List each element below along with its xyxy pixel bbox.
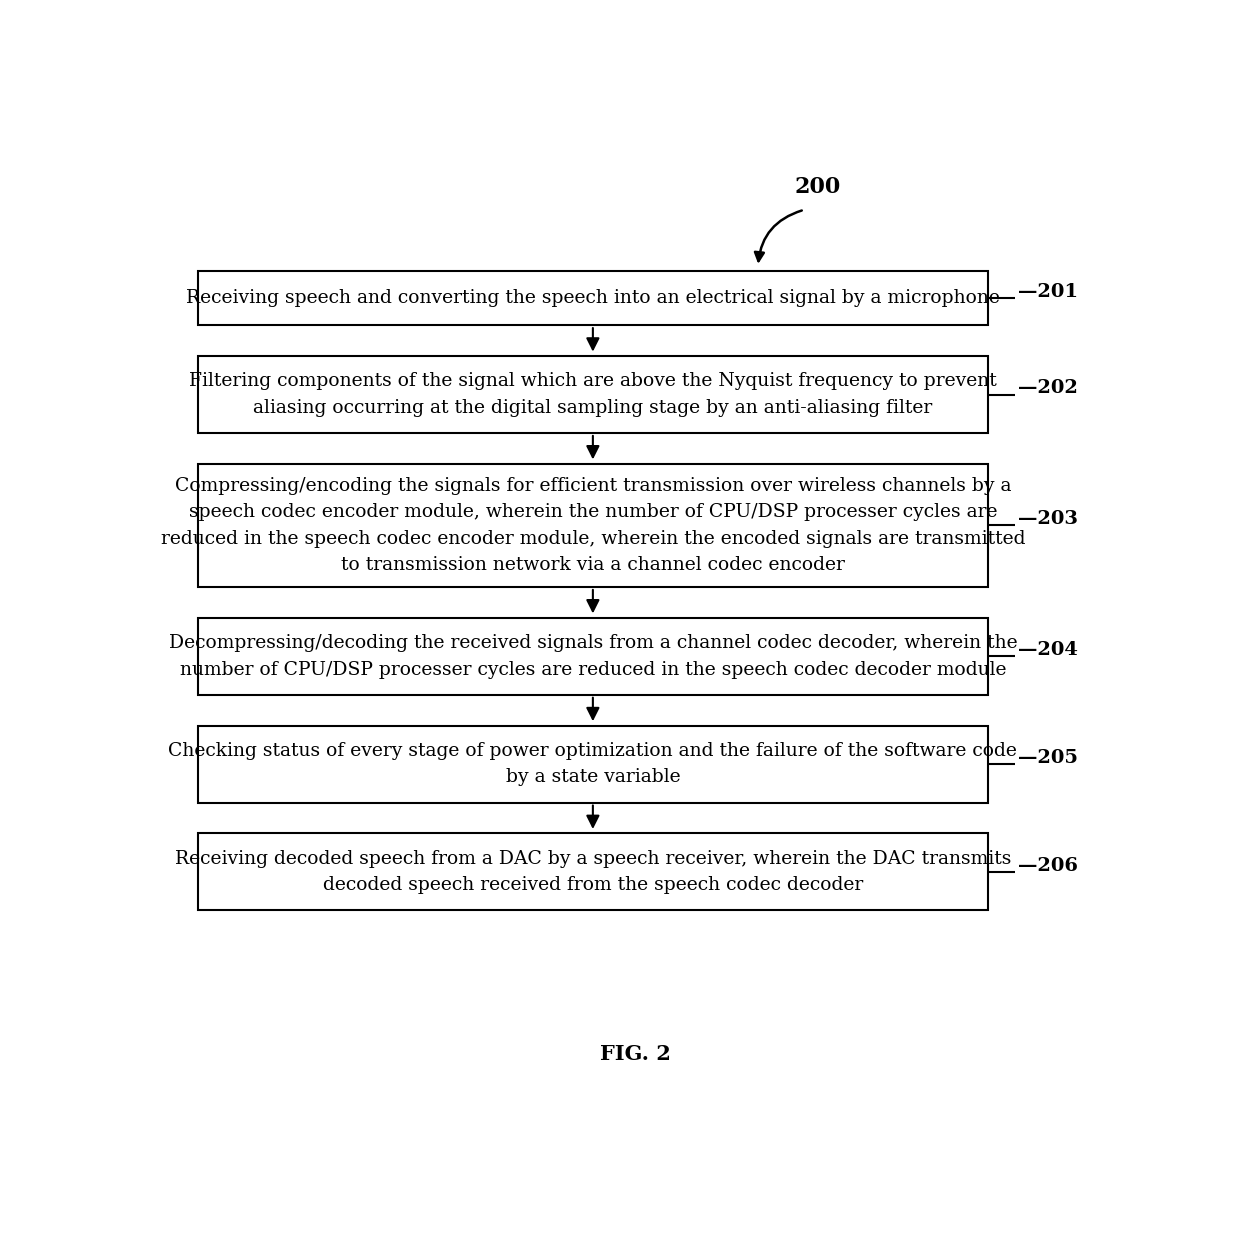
Text: Filtering components of the signal which are above the Nyquist frequency to prev: Filtering components of the signal which…: [188, 373, 997, 416]
FancyArrowPatch shape: [755, 211, 802, 261]
Text: FIG. 2: FIG. 2: [600, 1045, 671, 1065]
Text: 200: 200: [795, 176, 841, 197]
Text: Compressing/encoding the signals for efficient transmission over wireless channe: Compressing/encoding the signals for eff…: [161, 476, 1025, 574]
Text: —205: —205: [1018, 749, 1078, 767]
Bar: [197, 464, 988, 587]
Bar: [197, 833, 988, 910]
Text: —204: —204: [1018, 641, 1078, 660]
Bar: [197, 726, 988, 803]
Bar: [197, 617, 988, 695]
Text: Receiving speech and converting the speech into an electrical signal by a microp: Receiving speech and converting the spee…: [186, 289, 999, 307]
Text: —206: —206: [1018, 857, 1078, 874]
Text: Decompressing/decoding the received signals from a channel codec decoder, wherei: Decompressing/decoding the received sign…: [169, 635, 1017, 678]
Bar: [197, 355, 988, 433]
Text: —202: —202: [1018, 379, 1078, 398]
Bar: [197, 272, 988, 325]
Text: —203: —203: [1018, 510, 1078, 529]
Text: Checking status of every stage of power optimization and the failure of the soft: Checking status of every stage of power …: [169, 742, 1017, 787]
Text: Receiving decoded speech from a DAC by a speech receiver, wherein the DAC transm: Receiving decoded speech from a DAC by a…: [175, 849, 1011, 894]
Text: —201: —201: [1018, 283, 1078, 301]
